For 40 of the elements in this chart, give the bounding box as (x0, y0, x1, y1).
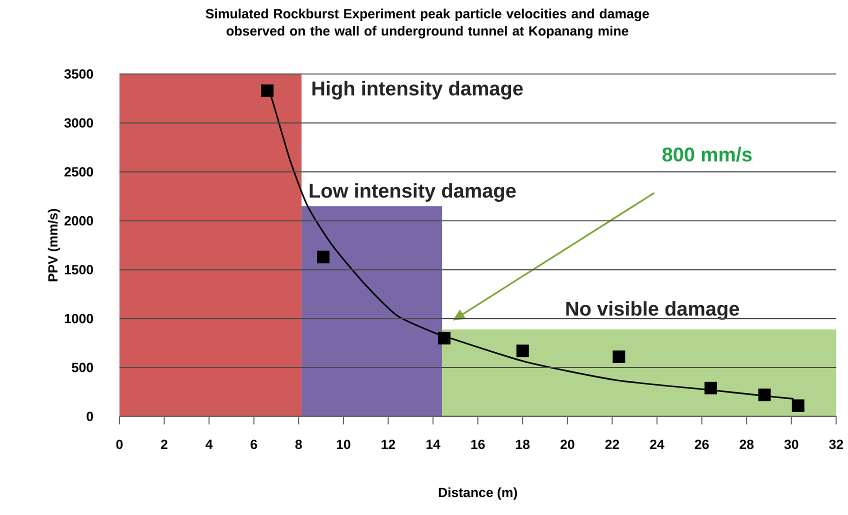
x-tick-label: 26 (694, 440, 709, 450)
x-tick-label: 8 (295, 440, 302, 450)
x-tick-label: 14 (426, 440, 440, 449)
y-tick-label: 2000 (64, 216, 93, 226)
point (612, 350, 626, 364)
point (792, 400, 804, 412)
y-tick-label: 1000 (64, 314, 93, 324)
series-label: Low intensity damage (310, 183, 516, 202)
y-axis-title: PPV (mm/s) (48, 209, 60, 282)
y-tick-label: 1500 (64, 265, 93, 275)
point (516, 344, 529, 358)
point (438, 332, 450, 345)
x-tick-label: 16 (471, 440, 485, 450)
annotation: 800 mm/s (662, 147, 752, 162)
x-tick-label: 10 (336, 440, 350, 450)
point (261, 84, 274, 98)
x-tick-label: 18 (516, 440, 530, 450)
x-tick-label: 6 (250, 440, 258, 450)
point (758, 388, 771, 402)
series-label: High intensity damage (312, 81, 523, 100)
point (317, 250, 330, 264)
x-tick-label: 0 (116, 440, 123, 450)
x-tick-label: 28 (740, 440, 754, 450)
x-tick-label: 20 (560, 440, 574, 450)
x-tick-label: 4 (206, 440, 213, 449)
y-tick-label: 2500 (64, 167, 93, 177)
x-tick-label: 24 (650, 440, 664, 450)
x-axis-title: Distance (m) (438, 488, 517, 500)
x-tick-label: 30 (784, 440, 798, 450)
point (704, 382, 717, 394)
x-tick-label: 32 (829, 440, 844, 450)
y-tick-label: 0 (86, 412, 94, 422)
y-tick-label: 3500 (64, 69, 93, 79)
x-tick-label: 12 (382, 440, 396, 450)
x-tick-label: 22 (605, 440, 620, 450)
x-tick-label: 2 (161, 440, 168, 450)
y-tick-label: 500 (72, 362, 93, 372)
chart-title: Simulated Rockburst Experiment peak particle velocities and damage observed on the wall of underground tunnel at Kopanang mine (206, 8, 649, 39)
y-tick-label: 3000 (64, 118, 93, 128)
series-label: No visible damage (566, 301, 740, 320)
